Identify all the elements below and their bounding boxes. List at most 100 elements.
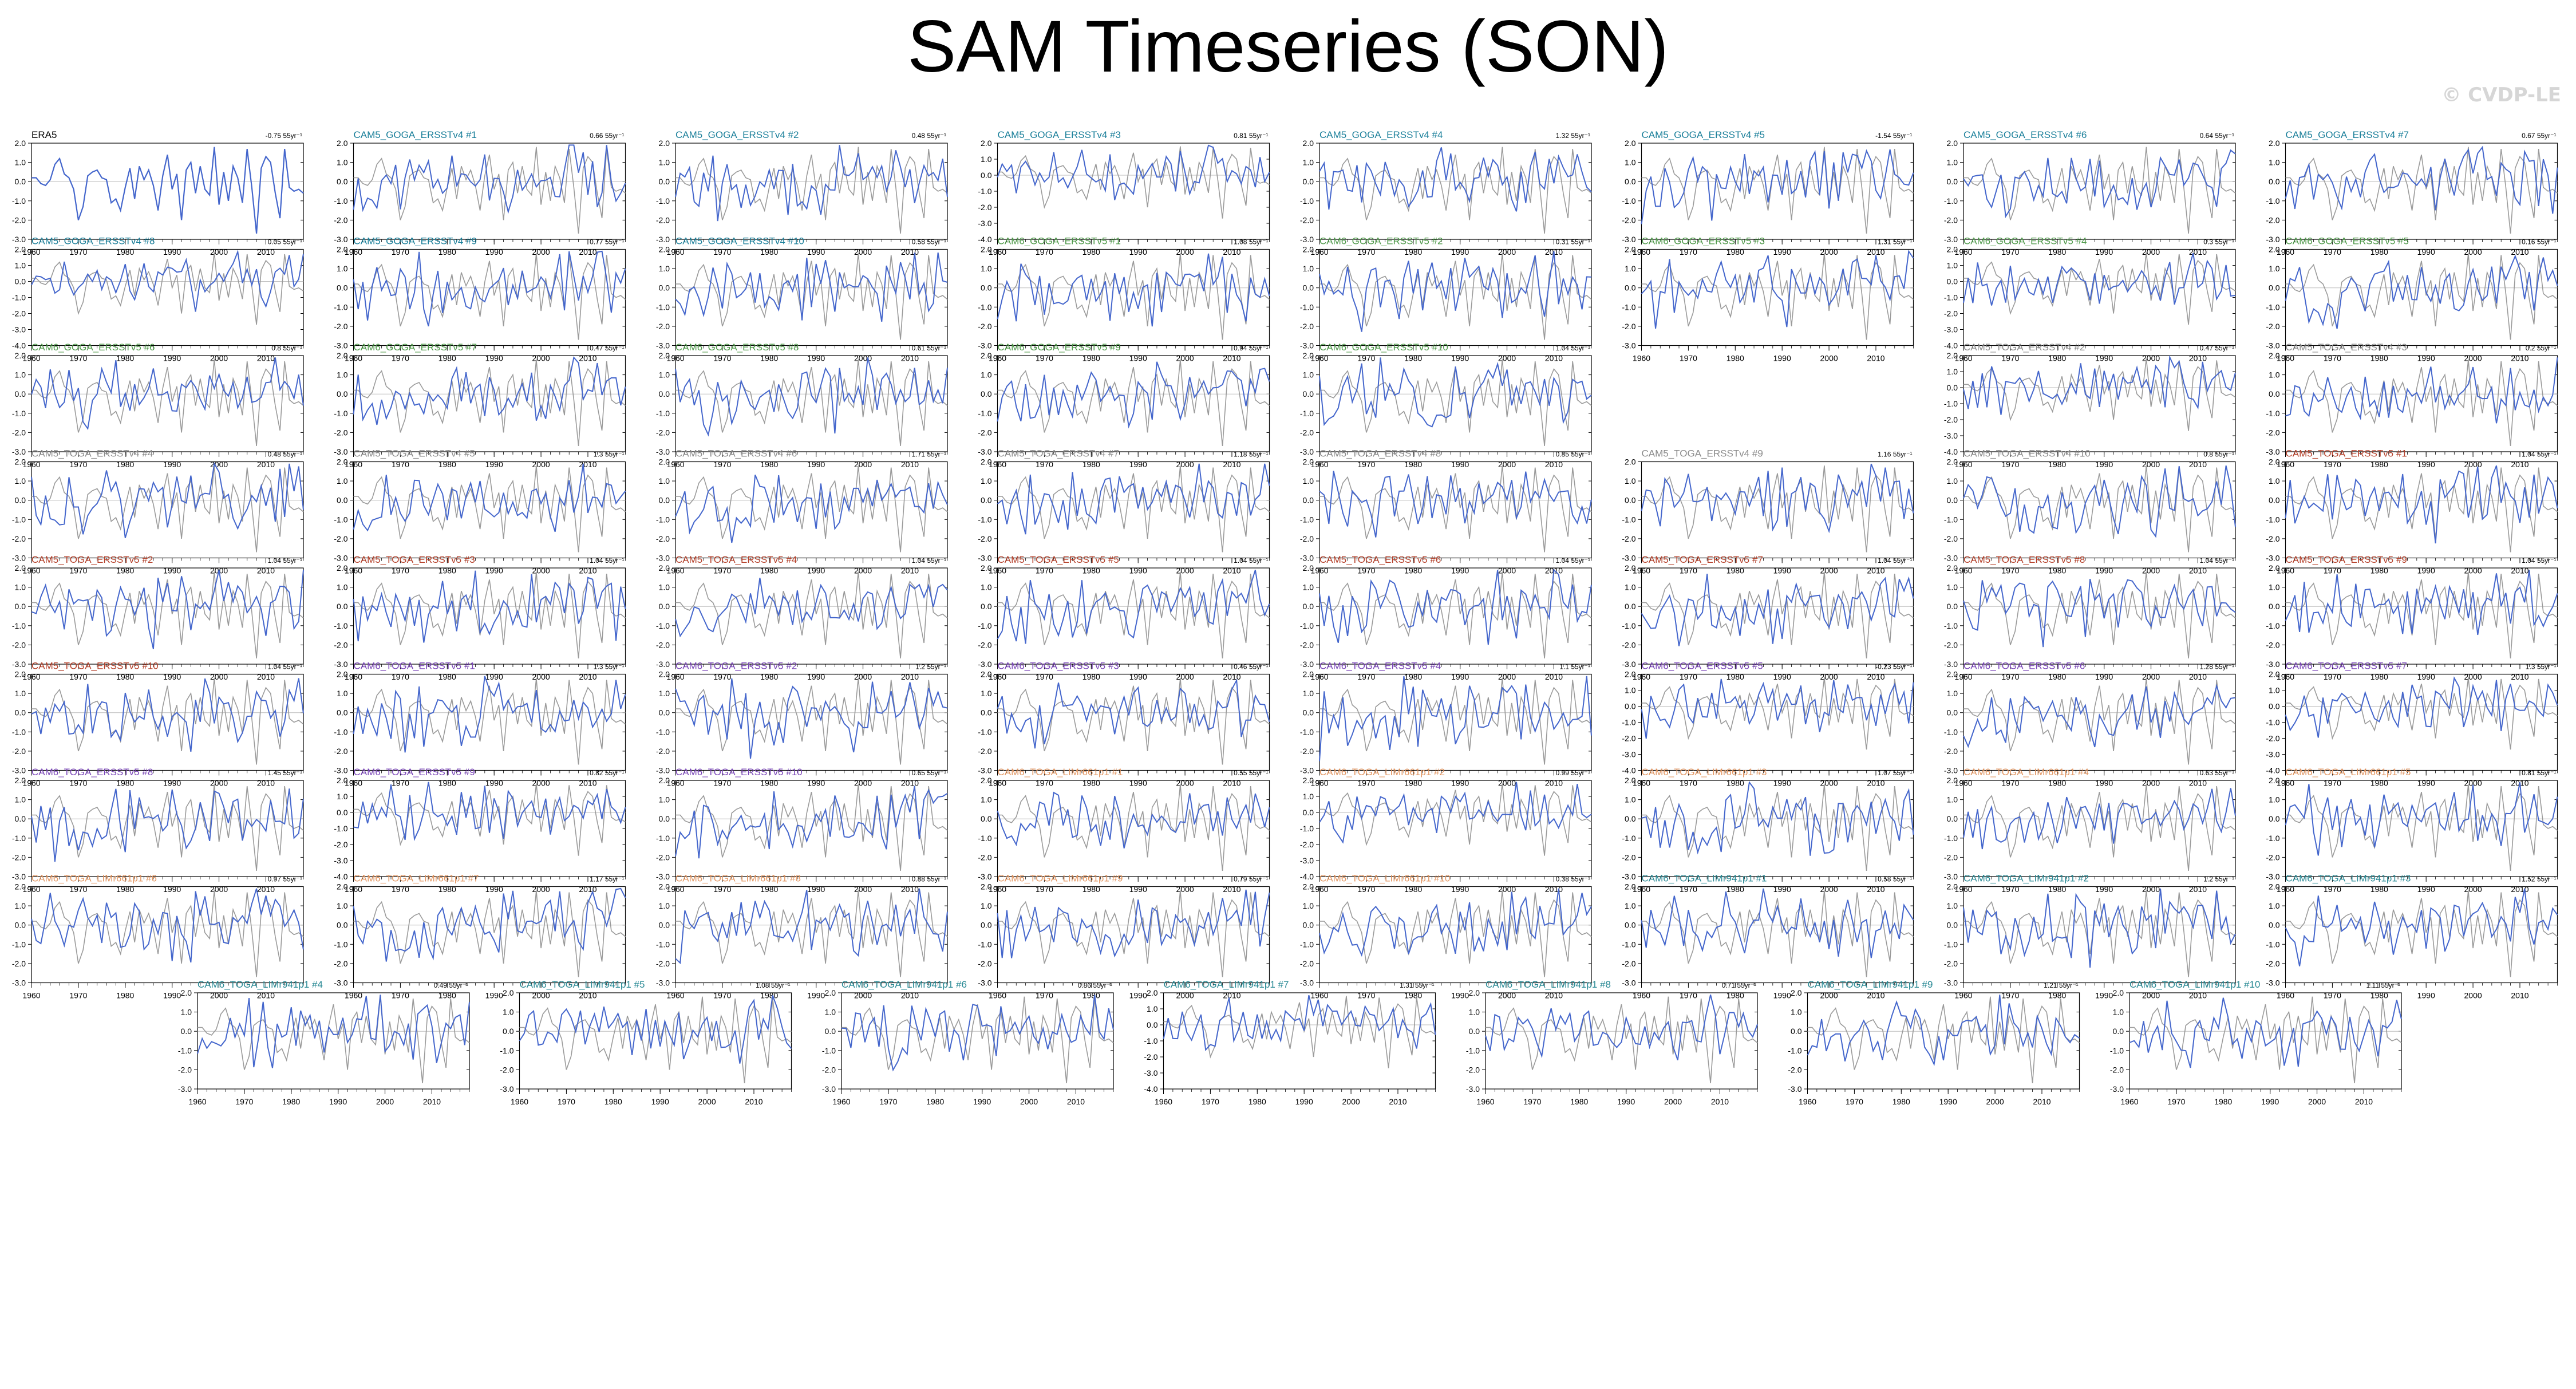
x-tick-label: 2000: [210, 885, 228, 894]
series-line-era5-overlay: [675, 678, 948, 765]
x-tick-label: 2010: [1711, 1097, 1729, 1106]
y-tick-label: 2.0: [2269, 882, 2280, 891]
series-line-member: [2285, 465, 2558, 544]
panel-trend: 0.05 55yr⁻¹: [268, 238, 302, 246]
chart-panel: CAM6_GOGA_ERSSTv5 #7 0.47 55yr⁻¹ 2.0 1.0 0.0…: [334, 342, 626, 469]
panel-frame: [353, 143, 626, 240]
x-tick-label: 2010: [1067, 1097, 1085, 1106]
y-tick-label: 0.0: [1791, 1027, 1802, 1036]
y-tick-label: -3.0: [1300, 978, 1314, 988]
y-tick-label: -2.0: [1300, 534, 1314, 543]
y-tick-label: -2.0: [2266, 534, 2279, 543]
y-tick-label: -3.0: [978, 219, 991, 228]
x-tick-label: 1980: [2048, 460, 2066, 469]
y-tick-label: -1.0: [334, 621, 347, 630]
y-tick-label: 2.0: [1625, 670, 1636, 679]
x-tick-label: 1990: [651, 1097, 669, 1106]
x-tick-label: 2010: [1867, 779, 1884, 788]
y-tick-label: 0.0: [1625, 283, 1636, 293]
y-tick-label: 1.0: [1947, 901, 1958, 910]
panel-title: CAM5_TOGA_ERSSTv4 #9: [1642, 448, 1763, 459]
panel-title: CAM6_TOGA_ERSSTv5 #1: [354, 661, 475, 672]
y-tick-label: 1.0: [337, 476, 348, 486]
x-tick-label: 1970: [1036, 460, 1053, 469]
y-tick-label: 2.0: [337, 139, 348, 148]
series-line-era5-overlay: [353, 465, 626, 553]
y-tick-label: -2.0: [978, 640, 991, 649]
y-tick-label: -2.0: [978, 959, 991, 968]
y-tick-label: -3.0: [656, 235, 670, 244]
x-tick-label: 1970: [235, 1097, 253, 1106]
panel-title: CAM6_GOGA_ERSSTv5 #1: [998, 236, 1121, 247]
y-tick-label: -2.0: [1944, 959, 1958, 968]
x-tick-label: 1990: [1129, 566, 1147, 575]
y-tick-label: 2.0: [981, 882, 992, 891]
y-tick-label: 0.0: [1947, 814, 1958, 823]
x-tick-label: 1980: [1082, 247, 1100, 257]
y-tick-label: 0.0: [15, 921, 26, 930]
panel-trend: 1.04 55yr⁻¹: [1556, 557, 1590, 565]
x-tick-label: 1980: [116, 885, 134, 894]
chart-panel: CAM6_TOGA_LIMr941p1 #4 0.49 55yr⁻¹ 2.0 1.0 0…: [178, 979, 470, 1106]
y-tick-label: -1.0: [1300, 621, 1314, 630]
x-tick-label: 1980: [1726, 991, 1744, 1000]
y-tick-label: 2.0: [1147, 988, 1158, 997]
x-tick-label: 2000: [532, 460, 550, 469]
y-tick-label: 1.0: [337, 689, 348, 698]
x-tick-label: 2010: [1545, 354, 1563, 363]
series-line-era5-overlay: [2285, 359, 2558, 446]
x-tick-label: 1980: [760, 354, 778, 363]
y-tick-label: -1.0: [1944, 727, 1958, 736]
panel-trend: 0.47 55yr⁻¹: [2200, 344, 2234, 352]
panel-frame: [675, 143, 948, 240]
chart-panel: CAM5_GOGA_ERSSTv4 #4 1.32 55yr⁻¹ 2.0 1.0 0.0…: [1300, 129, 1592, 257]
y-tick-label: -2.0: [978, 747, 991, 756]
y-tick-label: -3.0: [1622, 341, 1635, 350]
x-tick-label: 1970: [1357, 779, 1375, 788]
series-line-era5-overlay: [997, 359, 1270, 446]
x-tick-label: 1980: [760, 247, 778, 257]
y-tick-label: -1.0: [1944, 399, 1958, 408]
series-line-era5-overlay: [1963, 784, 2236, 871]
y-tick-label: 1.0: [15, 261, 26, 270]
panel-trend: 0.71 55yr⁻¹: [1722, 981, 1756, 989]
x-tick-label: 2010: [2189, 885, 2207, 894]
x-tick-label: 1980: [438, 460, 456, 469]
y-tick-label: 2.0: [1625, 776, 1636, 785]
series-line-member: [2285, 570, 2558, 636]
x-tick-label: 1970: [69, 354, 87, 363]
x-tick-label: 2010: [579, 672, 596, 681]
chart-panel: CAM5_TOGA_ERSSTv4 #5 1.3 55yr⁻¹ 2.0 1.0 0.0 -…: [334, 448, 626, 575]
panel-frame: [353, 886, 626, 984]
y-tick-label: -2.0: [2266, 215, 2279, 224]
y-tick-label: -3.0: [656, 978, 670, 988]
y-tick-label: -3.0: [1944, 660, 1958, 669]
x-tick-label: 2000: [2142, 885, 2160, 894]
y-tick-label: 2.0: [981, 670, 992, 679]
y-tick-label: 2.0: [981, 139, 992, 148]
panel-trend: 1.31 55yr⁻¹: [1400, 981, 1434, 989]
x-tick-label: 1980: [1082, 672, 1100, 681]
y-tick-label: -2.0: [334, 215, 347, 224]
x-tick-label: 1990: [807, 566, 825, 575]
x-tick-label: 1970: [713, 885, 731, 894]
panel-trend: 0.8 55yr⁻¹: [2203, 451, 2234, 459]
x-tick-label: 2000: [1498, 991, 1516, 1000]
y-tick-label: -3.0: [334, 856, 347, 865]
x-tick-label: 1970: [1357, 354, 1375, 363]
y-tick-label: 1.0: [1947, 689, 1958, 698]
panel-frame: [31, 248, 304, 346]
panel-frame: [1641, 143, 1914, 240]
x-tick-label: 1990: [163, 672, 181, 681]
x-tick-label: 1970: [392, 779, 409, 788]
panel-title: CAM6_TOGA_LIMr661p1 #3: [1642, 767, 1767, 778]
panel-title: CAM5_TOGA_ERSSTv4 #8: [1319, 448, 1441, 459]
x-tick-label: 2010: [1223, 354, 1240, 363]
x-tick-label: 1990: [1129, 779, 1147, 788]
y-tick-label: 0.0: [1947, 708, 1958, 717]
y-tick-label: 2.0: [2113, 988, 2124, 997]
y-tick-label: -2.0: [822, 1065, 836, 1074]
x-tick-label: 2010: [257, 354, 275, 363]
x-tick-label: 1970: [2001, 672, 2019, 681]
panel-trend: 0.81 55yr⁻¹: [1234, 132, 1268, 140]
